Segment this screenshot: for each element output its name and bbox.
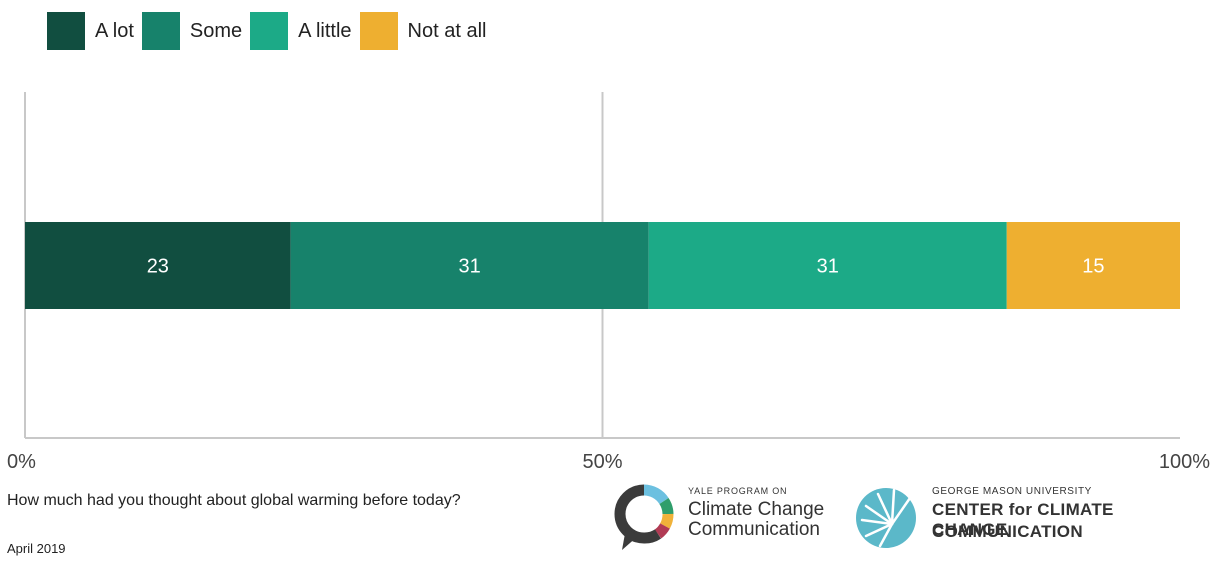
chart-legend: A lot Some A little Not at all [47,12,494,50]
legend-label: Not at all [407,19,487,42]
yale-logo-small-text: YALE PROGRAM ON [688,486,788,496]
legend-swatch [359,12,398,50]
data-label: 31 [459,256,481,278]
yale-logo-line2: Communication [688,519,820,540]
x-tick-label: 0% [7,451,36,473]
legend-swatch [141,12,180,50]
gmu-logo-small-text: GEORGE MASON UNIVERSITY [932,486,1092,497]
bar-segment-a-little [648,222,1007,309]
data-label: 31 [817,256,839,278]
legend-label: Some [189,19,243,42]
data-label: 23 [147,256,169,278]
x-tick-label: 50% [582,451,622,473]
legend-item: A lot [47,12,134,50]
speech-bubble-logo-icon [614,484,674,550]
bar-segment-not-at-all [1006,222,1180,309]
legend-item: Not at all [359,12,487,50]
yale-climate-logo: YALE PROGRAM ON Climate Change Communica… [612,484,852,556]
legend-item: Some [141,12,243,50]
legend-swatch [250,12,289,50]
data-label: 15 [1082,256,1104,278]
bar-segment-a-lot [25,222,291,309]
gmu-climate-logo: GEORGE MASON UNIVERSITY CENTER for CLIMA… [852,484,1192,556]
legend-swatch [47,12,85,50]
gmu-logo-line2: COMMUNICATION [932,522,1083,541]
starburst-logo-icon [856,488,916,548]
stacked-bar-chart: 0% 50% 100% 23 31 31 15 [7,92,1210,473]
yale-logo-line1: Climate Change [688,499,825,520]
bar-segment-some [290,222,649,309]
legend-item: A little [250,12,352,50]
x-tick-label: 100% [1159,451,1210,473]
chart-question: How much had you thought about global wa… [7,492,461,509]
survey-date: April 2019 [7,541,66,556]
gmu-logo-line1: CENTER for CLIMATE CHANGE [932,500,1114,539]
legend-label: A little [298,19,352,42]
legend-label: A lot [95,19,134,42]
